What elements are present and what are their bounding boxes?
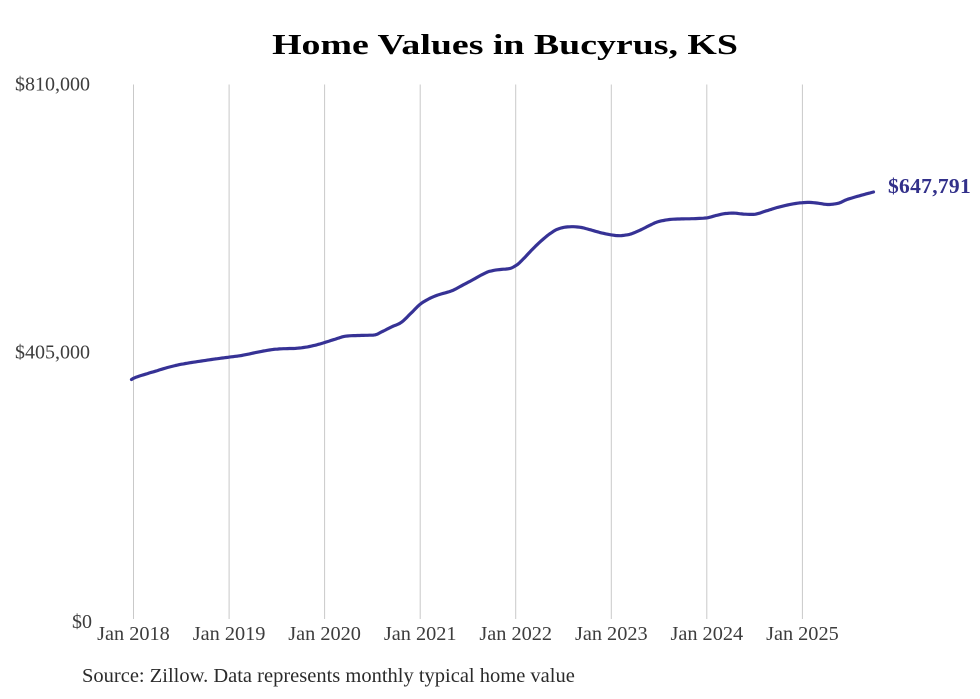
svg-text:$810,000: $810,000 xyxy=(15,74,90,96)
svg-text:Jan 2022: Jan 2022 xyxy=(479,623,552,645)
svg-text:Jan 2019: Jan 2019 xyxy=(193,623,266,645)
svg-text:Jan 2020: Jan 2020 xyxy=(288,623,361,645)
svg-text:Jan 2021: Jan 2021 xyxy=(384,623,457,645)
svg-text:$647,791: $647,791 xyxy=(888,174,971,198)
svg-text:Jan 2024: Jan 2024 xyxy=(670,623,743,645)
svg-text:Jan 2023: Jan 2023 xyxy=(575,623,648,645)
svg-text:$405,000: $405,000 xyxy=(15,342,90,364)
svg-text:Jan 2018: Jan 2018 xyxy=(97,623,170,645)
svg-text:$0: $0 xyxy=(72,611,92,633)
svg-text:Jan 2025: Jan 2025 xyxy=(766,623,839,645)
